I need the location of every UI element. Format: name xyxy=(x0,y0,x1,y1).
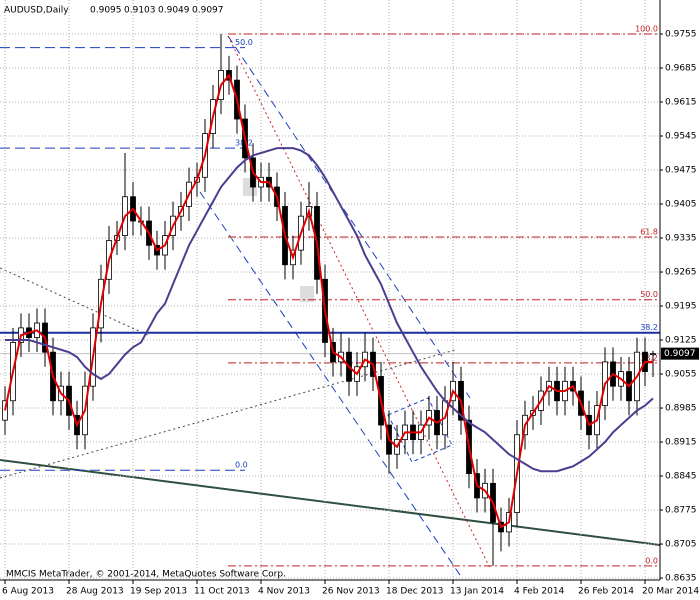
level-label: 38.2 xyxy=(640,323,658,332)
fib-label: 50.0 xyxy=(640,290,658,299)
y-tick-label: 0.9545 xyxy=(665,132,697,142)
y-tick-label: 0.8845 xyxy=(665,472,697,482)
fib-label: 61.8 xyxy=(640,228,658,237)
trend-line xyxy=(0,459,661,546)
fib-label: 0.0 xyxy=(235,461,248,470)
x-tick-label: 13 Jan 2014 xyxy=(450,587,504,597)
y-tick-label: 0.9615 xyxy=(665,98,697,108)
ohlc-value: 0.9103 xyxy=(124,6,156,16)
fib-label: 100.0 xyxy=(635,25,658,34)
fib-label: 50.0 xyxy=(235,38,253,47)
fib-label: 38.2 xyxy=(640,353,658,362)
y-tick-label: 0.9335 xyxy=(665,234,697,244)
footer: MMCIS MetaTrader, © 2001-2014, MetaQuote… xyxy=(6,570,286,580)
x-tick-label: 20 Mar 2014 xyxy=(642,587,699,597)
x-tick-label: 4 Nov 2013 xyxy=(258,587,310,597)
highlight-box xyxy=(300,286,314,302)
x-tick-label: 6 Aug 2013 xyxy=(2,587,54,597)
y-tick-label: 0.8635 xyxy=(665,574,697,584)
y-tick-label: 0.9755 xyxy=(665,30,697,40)
y-tick-label: 0.9475 xyxy=(665,166,697,176)
price-label: 0.9097 xyxy=(664,349,696,359)
dotted-line xyxy=(0,349,456,479)
channel-line xyxy=(227,35,471,399)
x-tick-label: 28 Aug 2013 xyxy=(66,587,124,597)
ohlc-value: 0.9095 xyxy=(90,6,122,16)
y-tick-label: 0.8915 xyxy=(665,438,697,448)
y-tick-label: 0.8775 xyxy=(665,506,697,516)
drawings xyxy=(0,0,661,580)
x-tick-label: 18 Dec 2013 xyxy=(386,587,444,597)
fib-trend xyxy=(227,35,491,569)
y-tick-label: 0.9055 xyxy=(665,370,697,380)
candle-body xyxy=(650,353,656,356)
moving-average xyxy=(4,73,653,529)
rectangle-drawing xyxy=(387,397,453,463)
chart-title: AUDUSD,Daily xyxy=(4,6,69,16)
x-tick-label: 19 Sep 2013 xyxy=(130,587,187,597)
x-tick-label: 4 Feb 2014 xyxy=(514,587,565,597)
moving-average xyxy=(5,147,654,473)
y-tick-label: 0.9125 xyxy=(665,336,697,346)
y-tick-label: 0.8705 xyxy=(665,540,697,550)
y-tick-label: 0.9265 xyxy=(665,268,697,278)
y-tick-label: 0.9405 xyxy=(665,200,697,210)
y-tick-label: 0.8985 xyxy=(665,404,697,414)
y-tick-label: 0.9195 xyxy=(665,302,697,312)
ohlc-value: 0.9097 xyxy=(192,6,224,16)
x-tick-label: 26 Nov 2013 xyxy=(322,587,380,597)
x-tick-label: 11 Oct 2013 xyxy=(194,587,250,597)
fib-label: 0.0 xyxy=(645,556,658,565)
x-tick-label: 26 Feb 2014 xyxy=(578,587,634,597)
ohlc-value: 0.9049 xyxy=(158,6,190,16)
y-tick-label: 0.9685 xyxy=(665,64,697,74)
price-box xyxy=(661,347,699,360)
